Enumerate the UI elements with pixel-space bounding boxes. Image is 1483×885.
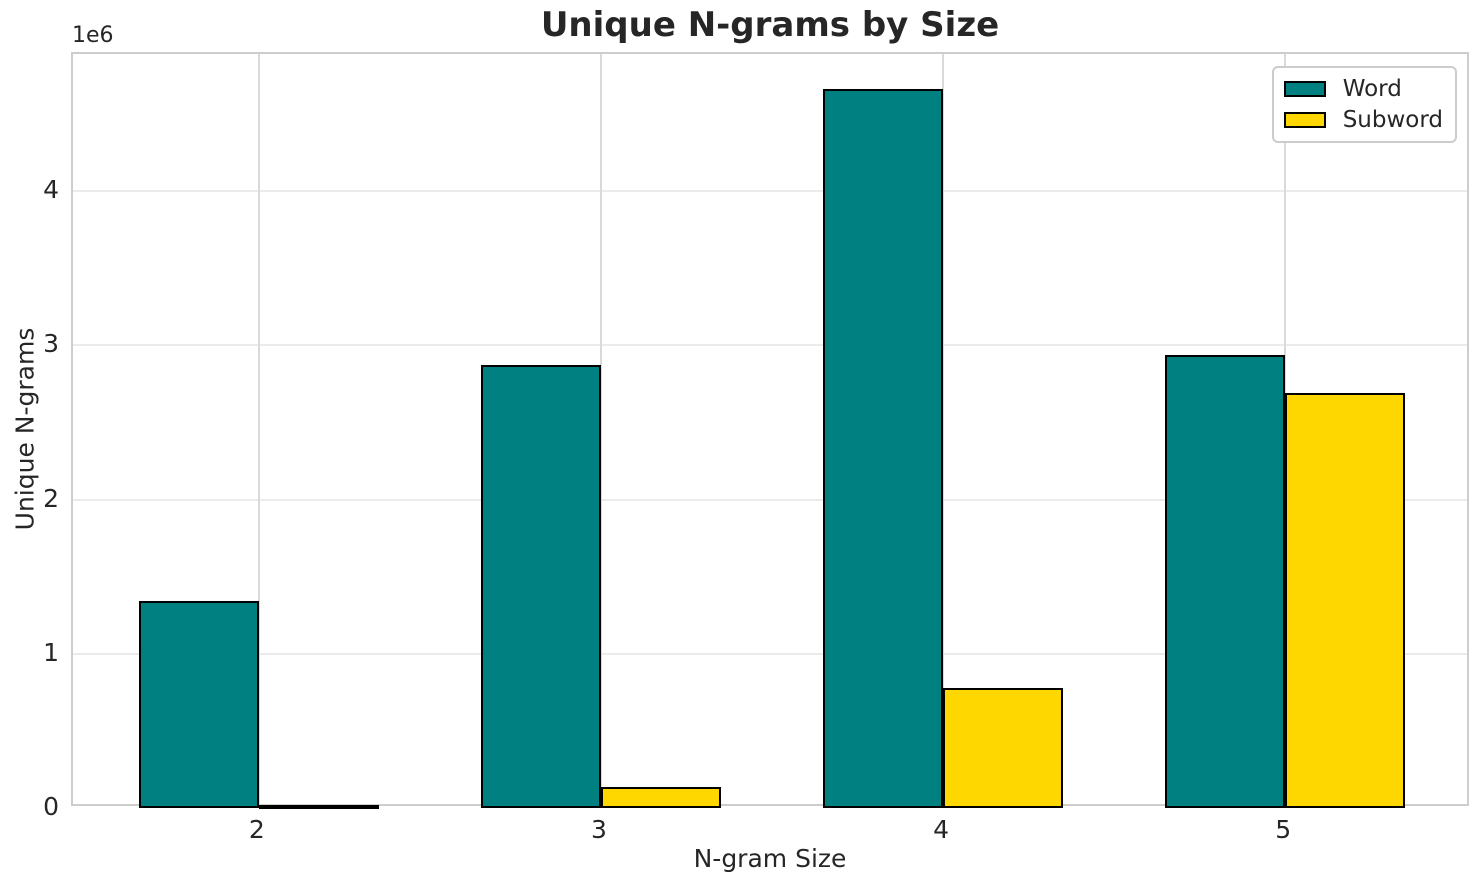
bar-subword-n4: [943, 687, 1063, 808]
y-tick-label: 2: [43, 483, 59, 513]
y-tick-label: 3: [43, 329, 59, 359]
legend-swatch-word: [1283, 81, 1326, 97]
h-gridline: [73, 344, 1467, 347]
h-gridline: [73, 498, 1467, 501]
bar-subword-n5: [1285, 393, 1405, 808]
chart-title: Unique N-grams by Size: [540, 5, 1000, 45]
bar-subword-n3: [600, 787, 721, 808]
y-tick-label: 1: [43, 637, 59, 667]
legend: Word Subword: [1271, 66, 1457, 143]
y-tick-label: 0: [43, 792, 59, 821]
y-axis-offset-text: 1e6: [72, 23, 114, 48]
bar-word-n4: [823, 89, 944, 808]
v-gridline: [942, 54, 945, 804]
h-gridline: [73, 652, 1467, 655]
bar-subword-n2: [258, 804, 379, 809]
bar-word-n2: [139, 601, 259, 808]
bar-word-n3: [481, 365, 601, 808]
x-axis-label: N-gram Size: [693, 844, 847, 873]
x-tick-label: 2: [248, 815, 265, 844]
x-tick-label: 5: [1275, 815, 1292, 844]
x-tick-label: 4: [933, 815, 950, 844]
v-gridline: [599, 54, 602, 804]
x-tick-label: 3: [590, 815, 607, 844]
legend-label-word: Word: [1342, 76, 1402, 102]
h-gridline: [73, 190, 1467, 193]
legend-swatch-subword: [1283, 112, 1326, 128]
legend-label-subword: Subword: [1342, 107, 1443, 133]
plot-area: Word Subword: [71, 52, 1469, 809]
legend-item-subword: Subword: [1283, 107, 1443, 133]
y-tick-label: 4: [43, 175, 59, 205]
bar-word-n5: [1165, 354, 1286, 808]
v-gridline: [257, 54, 260, 804]
legend-item-word: Word: [1283, 76, 1443, 102]
